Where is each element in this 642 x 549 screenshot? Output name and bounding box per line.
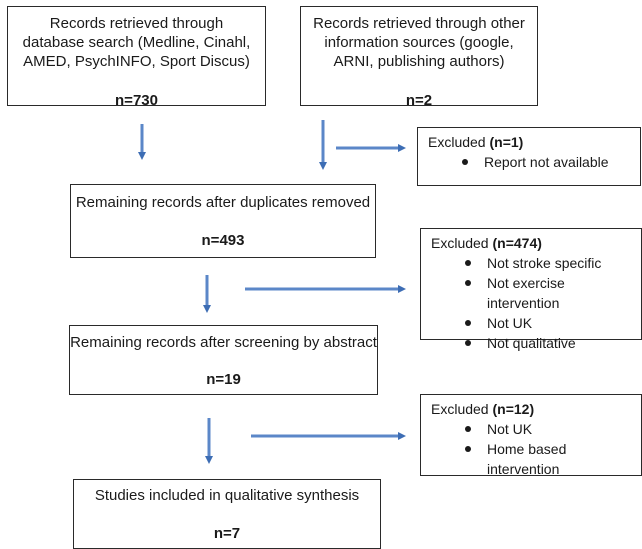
excluded-box-1: Excluded (n=1) Report not available	[417, 127, 641, 186]
excluded-3-header: Excluded (n=12)	[431, 399, 641, 419]
other-count: n=2	[405, 92, 433, 109]
duplicates-removed-box: Remaining records after duplicates remov…	[70, 184, 376, 258]
excluded-3-item: Home based intervention	[465, 439, 641, 479]
excluded-2-label: Excluded	[431, 235, 493, 251]
excluded-2-item: Not exercise intervention	[465, 273, 641, 313]
excluded-3-list: Not UK Home based intervention	[431, 419, 641, 479]
excluded-2-item: Not stroke specific	[465, 253, 641, 273]
abstract-screening-box: Remaining records after screening by abs…	[69, 325, 378, 395]
database-line-2: database search (Medline, Cinahl,	[22, 34, 251, 51]
excluded-2-item: Not UK	[465, 313, 641, 333]
excluded-1-label: Excluded	[428, 134, 490, 150]
studies-included-box: Studies included in qualitative synthesi…	[73, 479, 381, 549]
excluded-1-item: Report not available	[462, 152, 640, 172]
excluded-box-3: Excluded (n=12) Not UK Home based interv…	[420, 394, 642, 479]
excluded-1-count: (n=1)	[489, 134, 524, 150]
duplicates-text: Remaining records after duplicates remov…	[75, 194, 371, 211]
database-line-1: Records retrieved through	[49, 15, 224, 32]
excluded-1-list: Report not available	[428, 152, 640, 172]
excluded-box-2: Excluded (n=474) Not stroke specific Not…	[420, 228, 642, 351]
other-line-2: information sources (google,	[324, 34, 514, 51]
excluded-2-count: (n=474)	[492, 235, 542, 251]
excluded-2-item: Not qualitative	[465, 333, 641, 353]
excluded-2-list: Not stroke specific Not exercise interve…	[431, 253, 641, 353]
excluded-3-count: (n=12)	[492, 401, 535, 417]
excluded-1-header: Excluded (n=1)	[428, 132, 640, 152]
abstract-count: n=19	[206, 371, 241, 388]
other-sources-box: Records retrieved through other informat…	[300, 6, 538, 109]
included-text: Studies included in qualitative synthesi…	[94, 487, 360, 504]
abstract-text: Remaining records after screening by abs…	[70, 334, 377, 351]
excluded-3-label: Excluded	[431, 401, 493, 417]
database-search-box: Records retrieved through database searc…	[7, 6, 266, 109]
database-count: n=730	[115, 92, 158, 109]
database-line-3: AMED, PsychINFO, Sport Discus)	[23, 53, 250, 70]
duplicates-count: n=493	[201, 232, 245, 249]
included-count: n=7	[213, 525, 241, 542]
other-line-1: Records retrieved through other	[313, 15, 525, 32]
other-line-3: ARNI, publishing authors)	[333, 53, 505, 70]
excluded-2-header: Excluded (n=474)	[431, 233, 641, 253]
excluded-3-item: Not UK	[465, 419, 641, 439]
